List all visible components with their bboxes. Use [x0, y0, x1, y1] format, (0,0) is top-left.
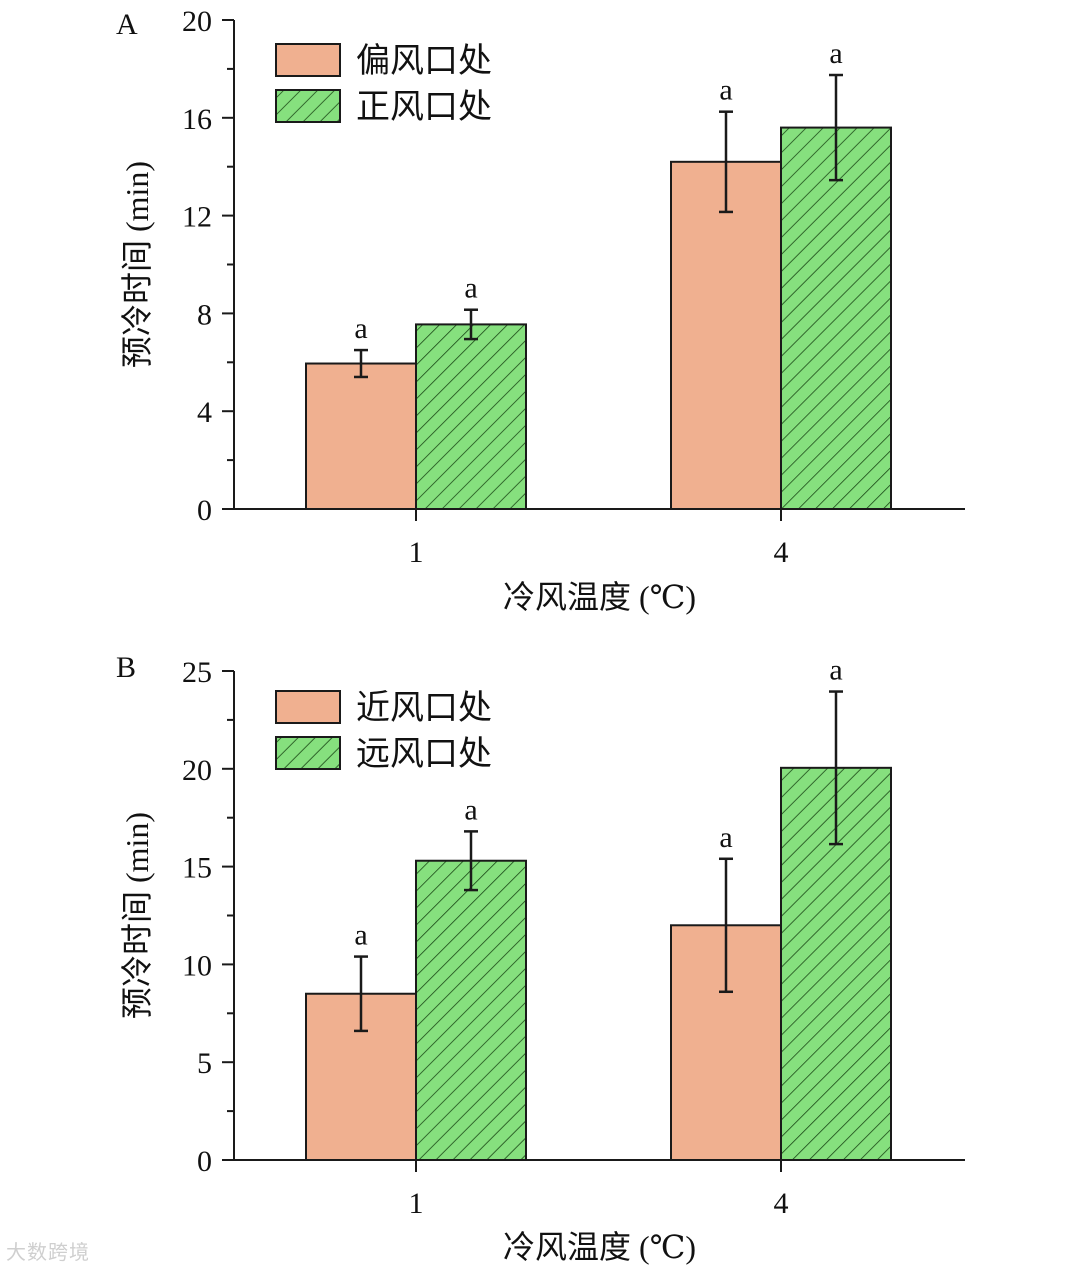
y-tick-label: 15 — [182, 852, 212, 885]
legend-label-2: 正风口处 — [356, 89, 492, 126]
y-tick-label: 10 — [182, 949, 212, 982]
y-tick-label: 0 — [197, 1145, 212, 1178]
y-axis-title: 预冷时间 (min) — [119, 812, 155, 1019]
watermark: 大数跨境 — [6, 1240, 90, 1264]
significance-label: a — [464, 793, 477, 826]
significance-label: a — [464, 272, 477, 305]
bar-2-1 — [415, 323, 527, 510]
panel-label: B — [116, 651, 136, 684]
legend-swatch-2 — [275, 736, 341, 770]
x-tick-label: 4 — [774, 536, 789, 569]
y-tick-label: 12 — [182, 201, 212, 234]
bar-1-4 — [670, 160, 782, 510]
x-axis-title: 冷风温度 (℃) — [503, 1229, 696, 1265]
panel-b: Ba a a a 0 5 10 15 20 25 1 4 冷风温度 (℃) 预冷时间 (min) 近风口处远… — [116, 651, 965, 1265]
bar-2-4 — [780, 126, 892, 511]
significance-label: a — [719, 821, 732, 854]
y-tick-label: 20 — [182, 5, 212, 38]
significance-label: a — [829, 654, 842, 687]
y-tick-label: 25 — [182, 656, 212, 689]
y-tick-label: 20 — [182, 754, 212, 787]
legend-swatch-1 — [275, 43, 341, 77]
legend-swatch-1 — [275, 690, 341, 724]
y-tick-label: 5 — [197, 1047, 212, 1080]
significance-label: a — [829, 37, 842, 70]
y-tick-label: 8 — [197, 298, 212, 331]
x-tick-label: 1 — [409, 536, 424, 569]
legend-swatch-2 — [275, 89, 341, 123]
x-tick-label: 1 — [409, 1187, 424, 1220]
bar-2-1 — [415, 859, 527, 1161]
legend-label-1: 近风口处 — [356, 689, 492, 727]
x-axis-title: 冷风温度 (℃) — [503, 579, 696, 615]
y-tick-label: 4 — [197, 396, 212, 429]
legend-label-1: 偏风口处 — [356, 42, 492, 80]
significance-label: a — [354, 919, 367, 952]
significance-label: a — [354, 312, 367, 345]
panel-a: Aa a a a 0 4 8 12 16 20 1 4 冷风温度 (℃) 预冷时间 (min) 偏风口处正风… — [116, 5, 965, 615]
legend-label-2: 远风口处 — [356, 736, 492, 773]
y-tick-label: 0 — [197, 494, 212, 527]
bar-1-1 — [305, 362, 417, 510]
significance-label: a — [719, 74, 732, 107]
x-tick-label: 4 — [774, 1187, 789, 1220]
y-axis-title: 预冷时间 (min) — [119, 161, 155, 368]
y-tick-label: 16 — [182, 103, 212, 136]
panel-label: A — [116, 8, 138, 41]
